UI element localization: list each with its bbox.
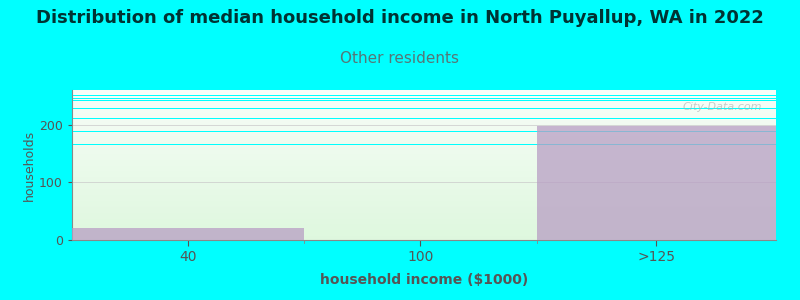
Text: Other residents: Other residents	[341, 51, 459, 66]
Y-axis label: households: households	[23, 129, 36, 201]
Bar	[72, 229, 304, 240]
Text: Distribution of median household income in North Puyallup, WA in 2022: Distribution of median household income …	[36, 9, 764, 27]
Bar	[537, 126, 776, 240]
Text: City-Data.com: City-Data.com	[682, 102, 762, 112]
X-axis label: household income ($1000): household income ($1000)	[320, 273, 528, 287]
